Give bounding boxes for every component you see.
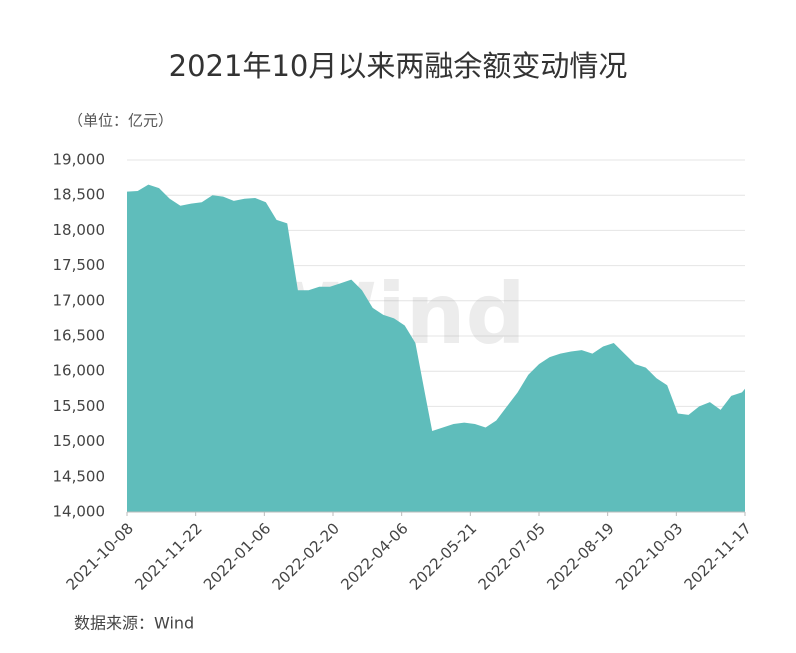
area (127, 184, 745, 512)
x-tick-label: 2022-07-05 (475, 519, 549, 593)
x-tick-label: 2022-10-03 (612, 519, 686, 593)
x-tick-label: 2021-11-22 (131, 519, 205, 593)
y-tick-label: 15,000 (53, 432, 106, 450)
x-tick-label: 2022-02-20 (269, 519, 343, 593)
x-tick-label: 2022-11-17 (681, 519, 755, 593)
y-tick-label: 15,500 (53, 397, 106, 415)
x-tick-label: 2022-04-06 (337, 519, 411, 593)
y-tick-label: 17,000 (53, 291, 106, 309)
x-tick-label: 2022-05-21 (406, 519, 480, 593)
y-tick-label: 14,500 (53, 467, 106, 485)
y-tick-label: 17,500 (53, 256, 106, 274)
y-tick-label: 18,000 (53, 221, 106, 239)
y-tick-label: 16,500 (53, 327, 106, 345)
unit-note: （单位：亿元） (68, 112, 173, 130)
y-tick-label: 14,000 (53, 503, 106, 521)
y-tick-label: 19,000 (53, 151, 106, 169)
x-tick-label: 2021-10-08 (63, 519, 137, 593)
y-tick-label: 18,500 (53, 186, 106, 204)
x-tick-label: 2022-08-19 (543, 519, 617, 593)
x-tick-label: 2022-01-06 (200, 519, 274, 593)
y-tick-label: 16,000 (53, 362, 106, 380)
chart-title: 2021年10月以来两融余额变动情况 (169, 49, 628, 83)
source-note: 数据来源：Wind (74, 614, 194, 633)
